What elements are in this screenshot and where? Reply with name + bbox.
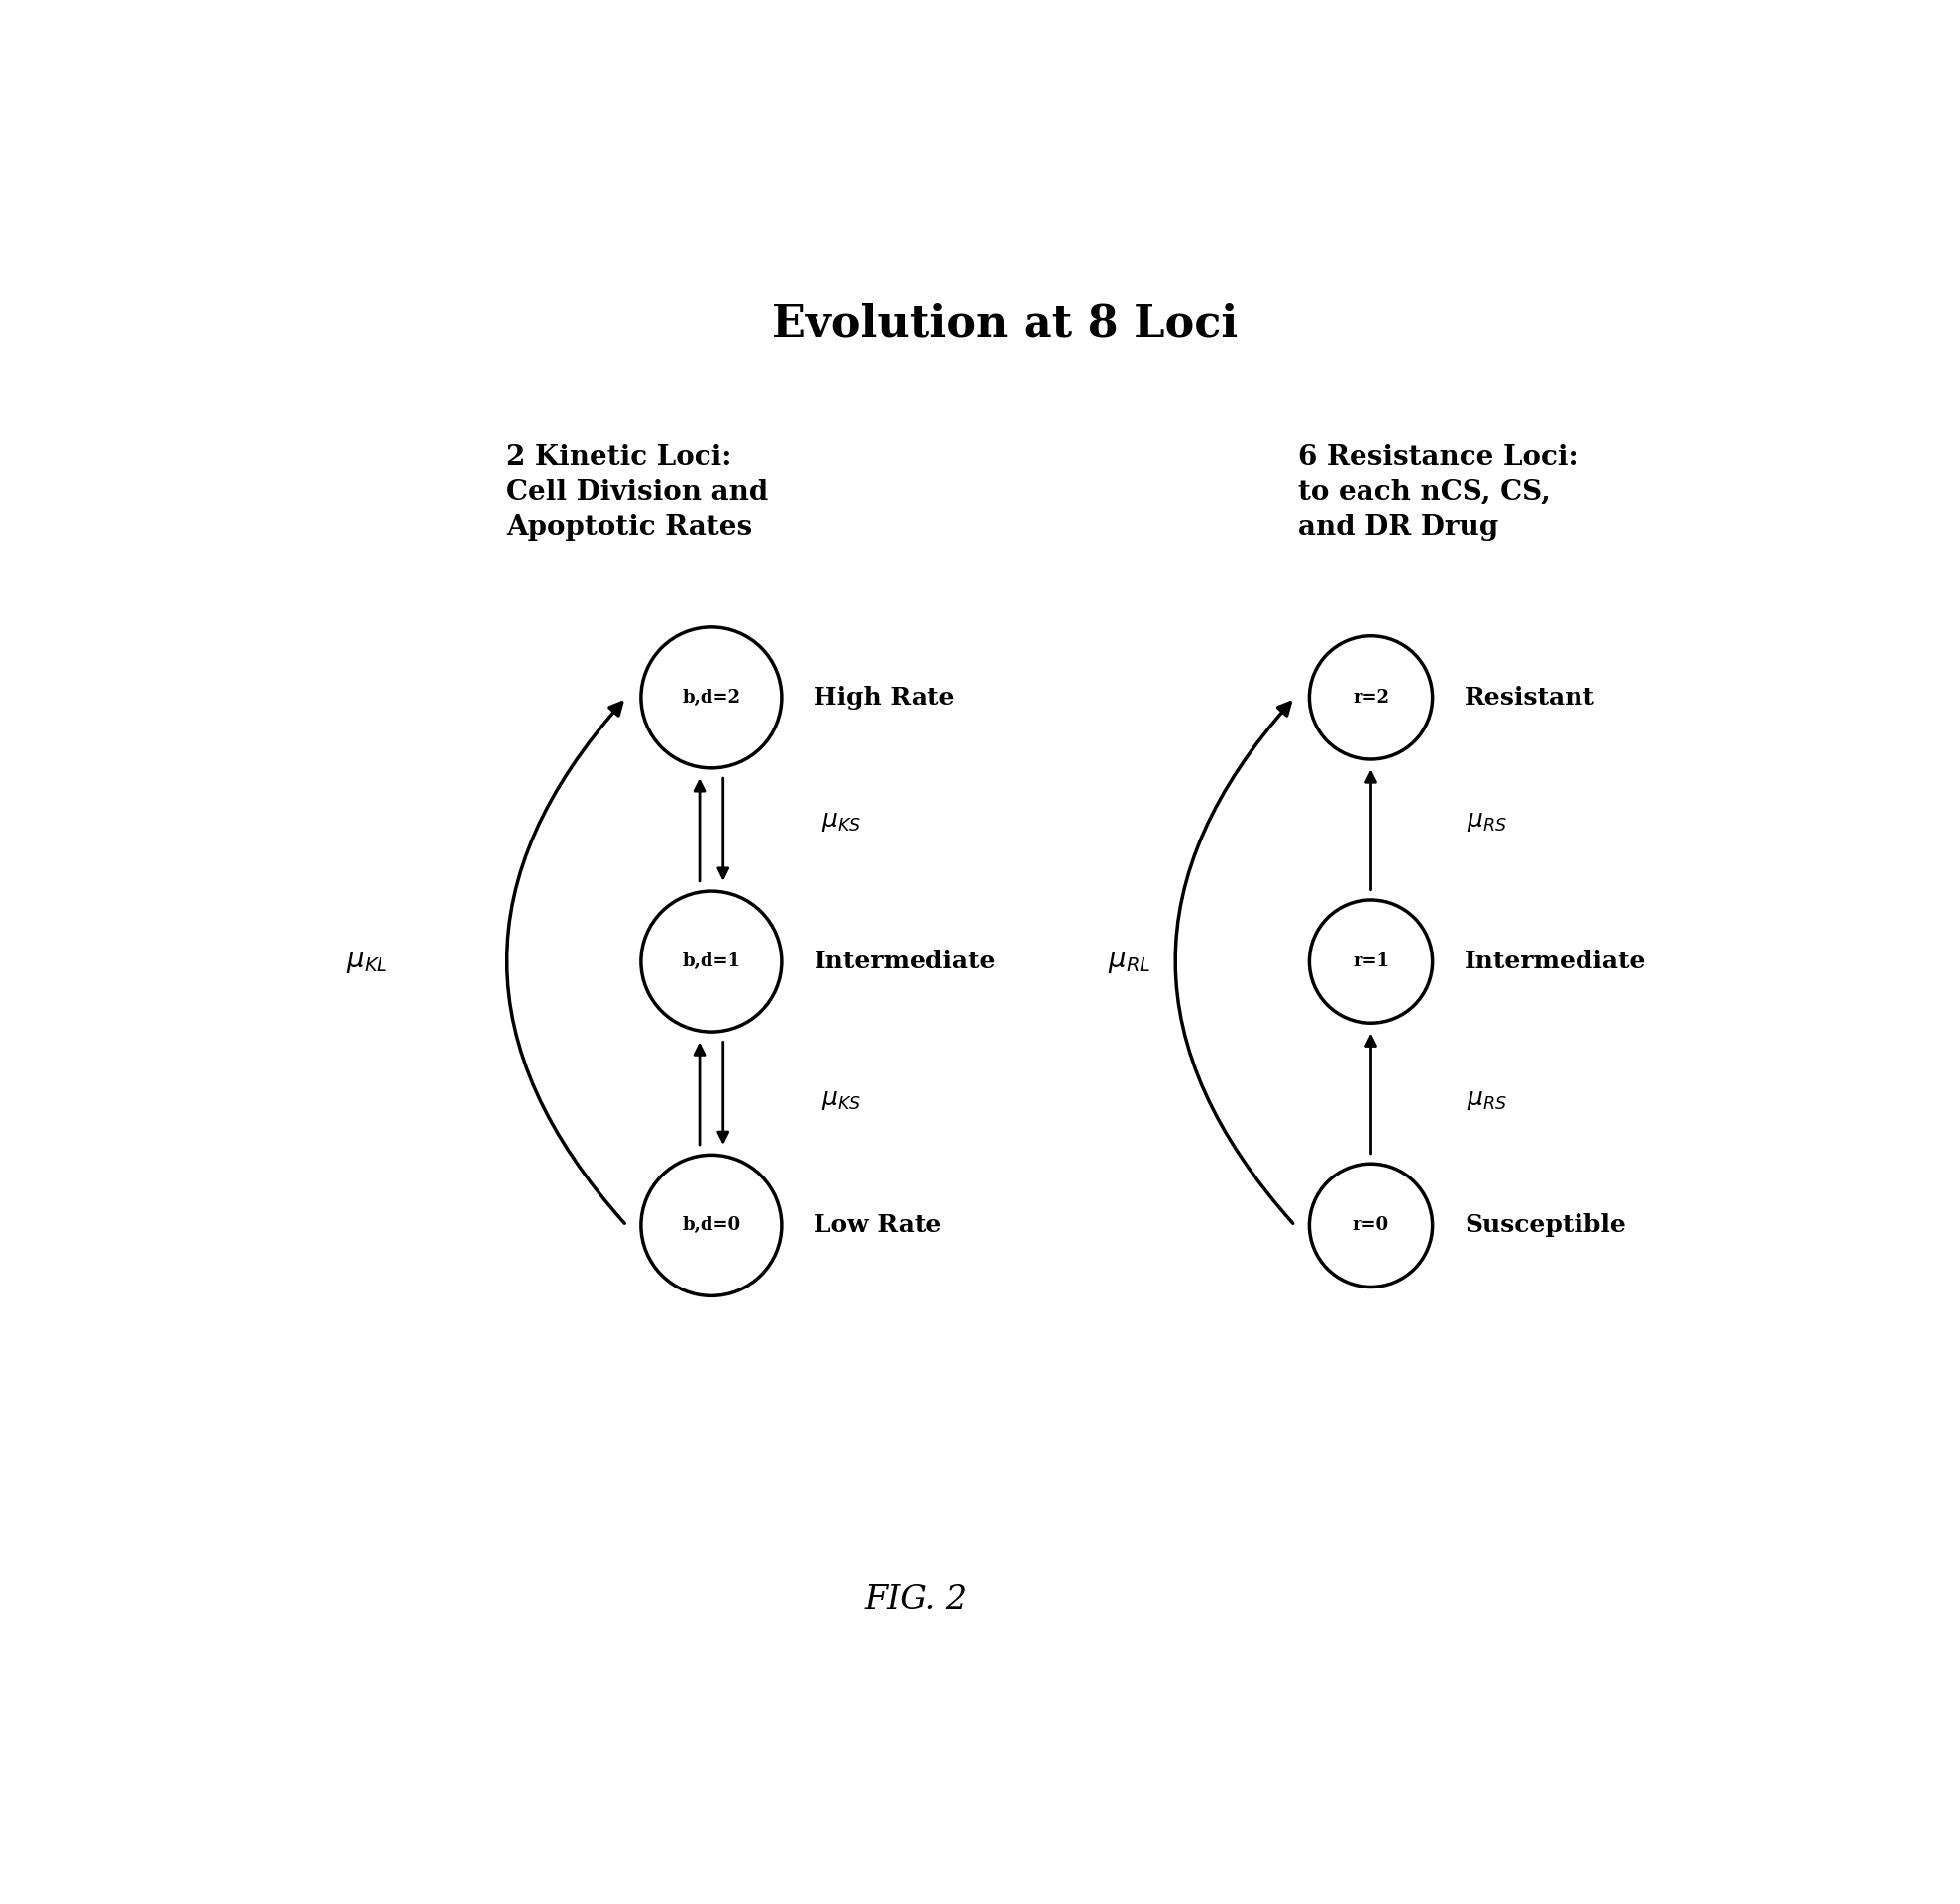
Text: High Rate: High Rate bbox=[813, 685, 955, 710]
Text: 6 Resistance Loci:
to each nCS, CS,
and DR Drug: 6 Resistance Loci: to each nCS, CS, and … bbox=[1298, 444, 1578, 541]
Circle shape bbox=[641, 626, 782, 767]
Text: r=0: r=0 bbox=[1352, 1217, 1390, 1234]
Text: Intermediate: Intermediate bbox=[813, 950, 996, 973]
Circle shape bbox=[641, 891, 782, 1032]
Circle shape bbox=[641, 1156, 782, 1297]
Text: b,d=0: b,d=0 bbox=[682, 1217, 741, 1234]
Text: $\mu_{KS}$: $\mu_{KS}$ bbox=[821, 811, 860, 834]
Text: Evolution at 8 Loci: Evolution at 8 Loci bbox=[772, 303, 1237, 345]
Text: FIG. 2: FIG. 2 bbox=[864, 1584, 968, 1615]
Text: r=2: r=2 bbox=[1352, 689, 1390, 706]
Text: $\mu_{RS}$: $\mu_{RS}$ bbox=[1466, 811, 1507, 834]
Circle shape bbox=[1309, 1163, 1433, 1287]
Text: Intermediate: Intermediate bbox=[1464, 950, 1646, 973]
FancyArrowPatch shape bbox=[508, 703, 625, 1224]
Circle shape bbox=[1309, 636, 1433, 760]
Text: Resistant: Resistant bbox=[1464, 685, 1595, 710]
Text: $\mu_{RS}$: $\mu_{RS}$ bbox=[1466, 1089, 1507, 1112]
Text: Susceptible: Susceptible bbox=[1464, 1213, 1627, 1238]
Text: Low Rate: Low Rate bbox=[813, 1213, 943, 1238]
Text: r=1: r=1 bbox=[1352, 952, 1390, 971]
Circle shape bbox=[1309, 901, 1433, 1022]
FancyArrowPatch shape bbox=[1176, 703, 1294, 1224]
Text: $\mu_{KL}$: $\mu_{KL}$ bbox=[345, 948, 388, 975]
Text: $\mu_{KS}$: $\mu_{KS}$ bbox=[821, 1089, 860, 1112]
Text: b,d=2: b,d=2 bbox=[682, 689, 741, 706]
Text: 2 Kinetic Loci:
Cell Division and
Apoptotic Rates: 2 Kinetic Loci: Cell Division and Apopto… bbox=[506, 444, 768, 541]
Text: b,d=1: b,d=1 bbox=[682, 952, 741, 971]
Text: $\mu_{RL}$: $\mu_{RL}$ bbox=[1107, 948, 1151, 975]
